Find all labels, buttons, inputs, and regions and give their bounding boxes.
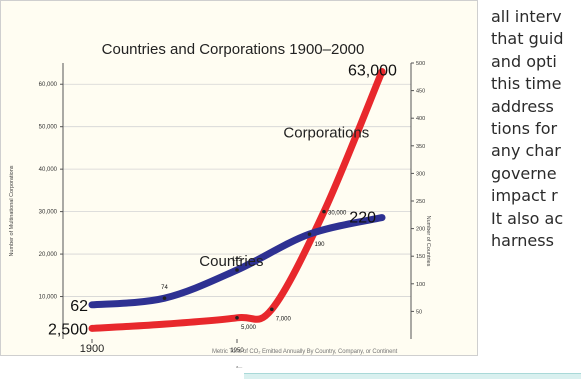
data-point-countries <box>307 232 312 236</box>
right-tick-label: 350 <box>416 144 425 150</box>
left-tick-label: 60,000 <box>39 82 58 88</box>
right-tick-label: 50 <box>416 309 422 315</box>
left-tick-label: 20,000 <box>39 252 58 258</box>
x-axis-ticks: 1900 1950 <box>80 339 244 355</box>
grid <box>63 83 411 297</box>
caption-mark: a— <box>236 364 243 369</box>
right-tick-label: 150 <box>416 254 425 260</box>
x-tick-label: 1900 <box>80 343 104 355</box>
labels-layer: 2,500 5,000 7,000 30,000 63,000 62 74 125 190 220… <box>48 62 397 338</box>
data-point-corporations <box>235 315 239 320</box>
left-tick-label: 50,000 <box>39 125 58 131</box>
data-label-corporations: 5,000 <box>241 325 257 331</box>
right-tick-label: 300 <box>416 171 425 177</box>
data-label-corporations: 7,000 <box>276 316 292 322</box>
data-label-corporations: 63,000 <box>348 62 397 79</box>
body-text-line: impact r <box>491 186 558 206</box>
left-tick-label: 30,000 <box>39 210 58 216</box>
chart-title: Countries and Corporations 1900–2000 <box>102 41 365 58</box>
right-axis-ticks: 50 100 150 200 250 300 350 400 450 500 <box>411 61 425 315</box>
data-label-countries: 125 <box>232 257 243 263</box>
left-tick-label: 40,000 <box>39 167 58 173</box>
right-tick-label: 450 <box>416 89 425 95</box>
data-label-countries: 190 <box>314 242 325 248</box>
data-point-countries <box>162 296 167 300</box>
data-label-countries: 74 <box>161 285 168 291</box>
body-text-line: address <box>491 96 554 116</box>
data-point-countries <box>235 268 239 272</box>
body-text-line: that guid <box>491 29 564 49</box>
data-point-corporations <box>322 209 326 214</box>
body-text-line: any char <box>491 141 561 161</box>
body-text-line: It also ac <box>491 208 564 228</box>
series-layer <box>88 68 386 332</box>
body-text-line: tions for <box>491 118 558 138</box>
left-axis-label: Number of Multinational Corporations <box>9 165 15 256</box>
data-label-countries: 62 <box>70 298 88 315</box>
right-tick-label: 400 <box>416 116 425 122</box>
series-line-corporations <box>88 68 386 332</box>
body-text-line: all interv <box>491 7 562 26</box>
x-tick-label: 1950 <box>230 348 244 354</box>
series-name-label: Countries <box>199 253 263 270</box>
body-text-line: governe <box>491 163 557 183</box>
data-label-corporations: 30,000 <box>328 211 347 217</box>
body-text-line: harness <box>491 230 554 250</box>
series-name-label: Corporations <box>283 124 369 141</box>
right-tick-label: 100 <box>416 282 425 288</box>
right-tick-label: 200 <box>416 227 425 233</box>
bottom-strip <box>244 373 581 379</box>
left-axis-ticks: 10,000 20,000 30,000 40,000 50,000 60,000 <box>39 82 63 301</box>
data-label-corporations: 2,500 <box>48 321 88 338</box>
chart-card: Countries and Corporations 1900–2000 10,… <box>0 0 478 356</box>
data-point-corporations <box>270 307 274 312</box>
right-axis-label: Number of Countries <box>425 216 431 267</box>
right-tick-label: 250 <box>416 199 425 205</box>
body-text-column: all interv that guid and opti this time addr… <box>491 6 581 252</box>
right-tick-label: 500 <box>416 61 425 67</box>
left-tick-label: 10,000 <box>39 295 58 301</box>
chart: Countries and Corporations 1900–2000 10,… <box>9 41 431 355</box>
body-text-line: this time <box>491 74 562 94</box>
data-label-countries: 220 <box>349 210 376 227</box>
figure-caption: Metric Tons of CO₂ Emitted Annually By C… <box>212 349 398 355</box>
body-text-line: and opti <box>491 51 557 71</box>
